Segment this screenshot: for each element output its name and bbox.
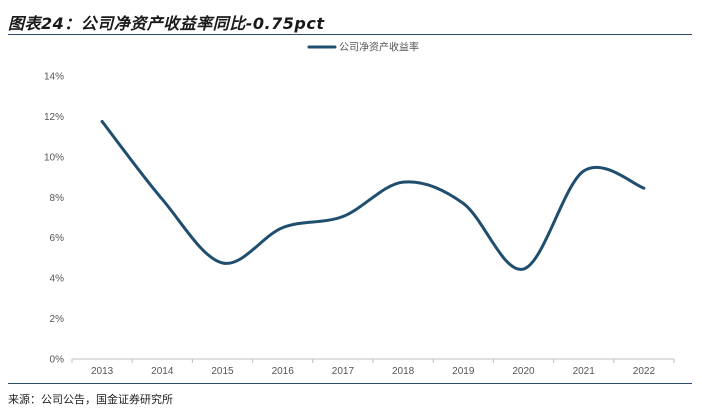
series-group bbox=[100, 119, 646, 271]
source-note: 来源：公司公告，国金证券研究所 bbox=[8, 393, 173, 406]
y-tick-label: 14% bbox=[44, 72, 64, 83]
y-axis: 0% 2% 4% 6% 8% 10% 12% 14% bbox=[44, 72, 64, 366]
x-axis: 2013 2014 2015 2016 2017 2018 2019 2020 2021 2022 bbox=[71, 358, 675, 377]
series-line-roe bbox=[100, 119, 646, 271]
x-tick-label: 2019 bbox=[452, 366, 475, 377]
y-tick-label: 4% bbox=[50, 274, 65, 285]
x-tick-label: 2020 bbox=[512, 366, 535, 377]
y-tick-label: 8% bbox=[50, 193, 65, 204]
y-tick-label: 10% bbox=[44, 152, 64, 163]
x-tick-label: 2013 bbox=[91, 366, 114, 377]
x-tick-label: 2018 bbox=[392, 366, 415, 377]
title-rule bbox=[8, 34, 692, 35]
x-tick-label: 2014 bbox=[151, 366, 174, 377]
y-tick-label: 6% bbox=[50, 233, 65, 244]
y-tick-label: 2% bbox=[50, 314, 65, 325]
legend-label: 公司净资产收益率 bbox=[339, 41, 419, 54]
x-tick-label: 2021 bbox=[573, 366, 596, 377]
x-tick-label: 2017 bbox=[332, 366, 355, 377]
y-tick-label: 0% bbox=[50, 355, 65, 366]
source-rule bbox=[8, 383, 692, 384]
legend: 公司净资产收益率 bbox=[307, 41, 419, 54]
x-tick-label: 2022 bbox=[633, 366, 656, 377]
x-tick-label: 2016 bbox=[272, 366, 295, 377]
x-tick-label: 2015 bbox=[211, 366, 234, 377]
y-tick-label: 12% bbox=[44, 112, 64, 123]
page-title: 图表24：公司净资产收益率同比-0.75pct bbox=[8, 14, 325, 33]
